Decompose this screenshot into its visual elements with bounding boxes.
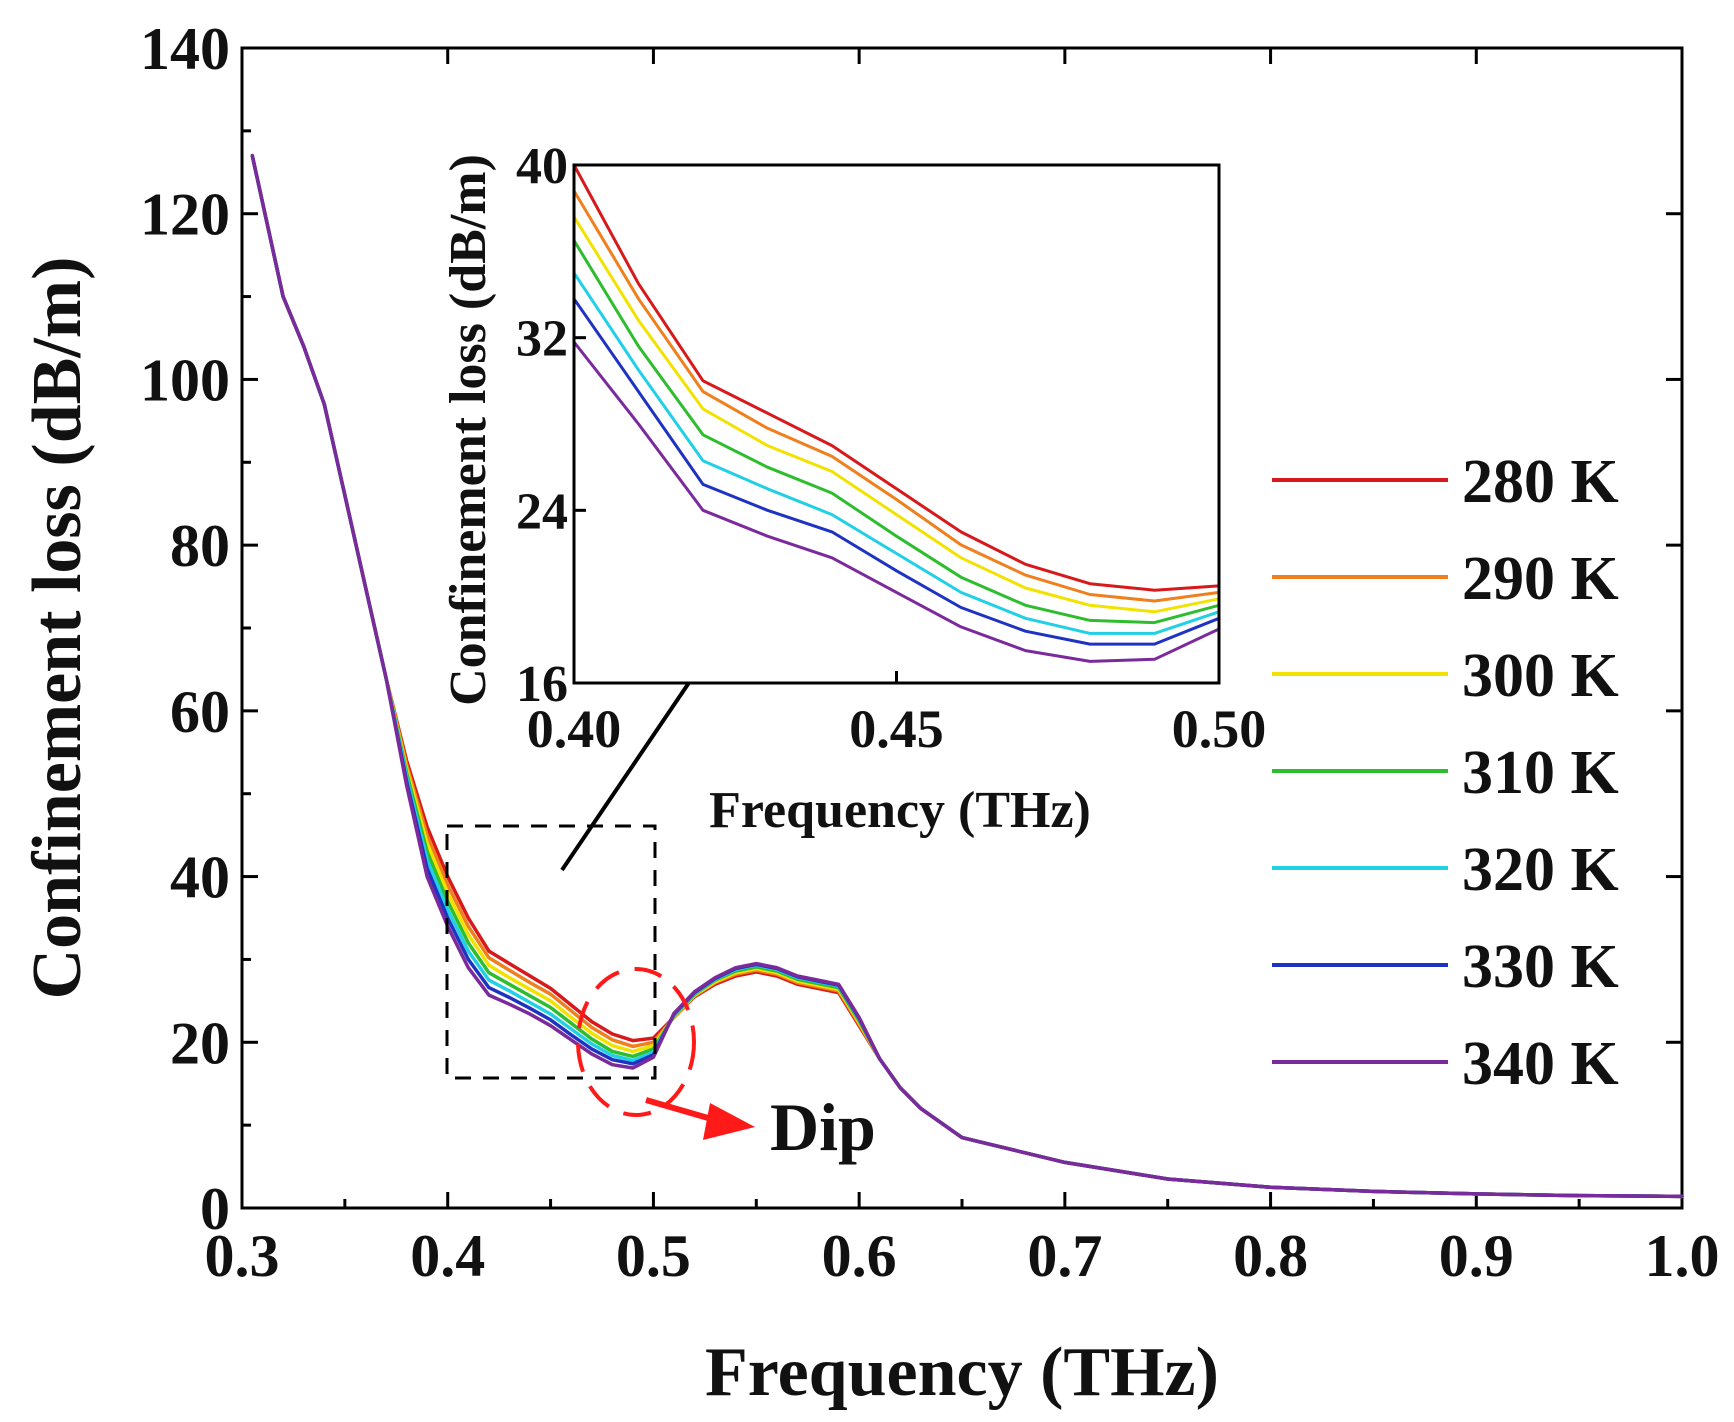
main-y-tick-label: 120	[140, 182, 230, 248]
inset-series-group	[572, 163, 1221, 663]
main-axis-tick-labels: 0.3 0.4 0.5 0.6 0.7 0.8 0.9 1.0 0 20 40 60 80 100 120 1…	[140, 16, 1720, 1289]
inset-series-line-320-k	[572, 271, 1221, 635]
main-y-tick-label: 80	[170, 513, 230, 579]
main-plot: 0.3 0.4 0.5 0.6 0.7 0.8 0.9 1.0 0 20 40 60 80 100 120 1…	[19, 16, 1720, 1411]
dip-annotation: Dip	[770, 1089, 876, 1165]
main-y-tick-label: 20	[170, 1010, 230, 1076]
dip-highlight-ellipse	[576, 967, 696, 1117]
main-x-tick-label: 0.3	[205, 1223, 280, 1289]
inset-y-tick-label: 24	[516, 483, 568, 540]
main-series-line-340-k	[250, 153, 1684, 1199]
main-y-tick-label: 60	[170, 679, 230, 745]
inset-y-axis-label: Confinement loss (dB/m)	[440, 154, 497, 706]
inset-axis-tick-labels: 0.40 0.45 0.50 16 24 32 40	[516, 138, 1266, 759]
main-x-tick-label: 0.9	[1439, 1223, 1514, 1289]
main-y-tick-label: 140	[140, 16, 230, 82]
main-series-group	[250, 153, 1684, 1199]
inset-series-line-300-k	[572, 215, 1221, 614]
legend-label-290-k: 290 K	[1462, 545, 1619, 613]
main-y-tick-label: 40	[170, 845, 230, 911]
inset-series-line-340-k	[572, 340, 1221, 663]
main-y-tick-label: 0	[200, 1176, 230, 1242]
main-x-tick-label: 0.6	[822, 1223, 897, 1289]
legend-label-320-k: 320 K	[1462, 836, 1619, 904]
inset-axis-ticks	[572, 163, 1221, 685]
inset-y-tick-label: 32	[516, 311, 568, 368]
main-y-axis-label: Confinement loss (dB/m)	[19, 257, 96, 1000]
legend-label-280-k: 280 K	[1462, 448, 1619, 516]
inset-background	[574, 165, 1219, 683]
inset-x-tick-label: 0.40	[527, 699, 622, 759]
main-axis-ticks	[240, 46, 1684, 1210]
main-x-tick-label: 1.0	[1645, 1223, 1720, 1289]
legend: 280 K 290 K 300 K 310 K 320 K 330 K 340 K	[1272, 448, 1619, 1098]
dip-arrow-head	[703, 1103, 755, 1140]
dip-arrow-shaft	[645, 1097, 716, 1123]
zoom-region-box	[445, 824, 657, 1080]
inset-x-axis-label: Frequency (THz)	[709, 782, 1091, 839]
inset-x-tick-label: 0.50	[1172, 699, 1267, 759]
main-x-tick-label: 0.8	[1233, 1223, 1308, 1289]
inset-y-tick-label: 40	[516, 138, 568, 195]
inset-series-line-290-k	[572, 189, 1221, 603]
inset-series-line-330-k	[572, 297, 1221, 646]
main-x-tick-label: 0.7	[1027, 1223, 1102, 1289]
main-y-tick-label: 100	[140, 347, 230, 413]
main-x-axis-label: Frequency (THz)	[705, 1334, 1219, 1411]
inset-series-line-280-k	[572, 163, 1221, 592]
main-x-tick-label: 0.5	[616, 1223, 691, 1289]
legend-label-310-k: 310 K	[1462, 739, 1619, 807]
zoom-callout-arrow	[560, 660, 705, 872]
inset-series-line-310-k	[572, 239, 1221, 625]
inset-plot: 0.40 0.45 0.50 16 24 32 40 Frequency (THz) Con…	[440, 138, 1266, 839]
legend-label-340-k: 340 K	[1462, 1030, 1619, 1098]
legend-label-330-k: 330 K	[1462, 933, 1619, 1001]
inset-y-tick-label: 16	[516, 656, 568, 713]
legend-label-300-k: 300 K	[1462, 642, 1619, 710]
inset-x-tick-label: 0.45	[849, 699, 944, 759]
main-x-tick-label: 0.4	[410, 1223, 485, 1289]
